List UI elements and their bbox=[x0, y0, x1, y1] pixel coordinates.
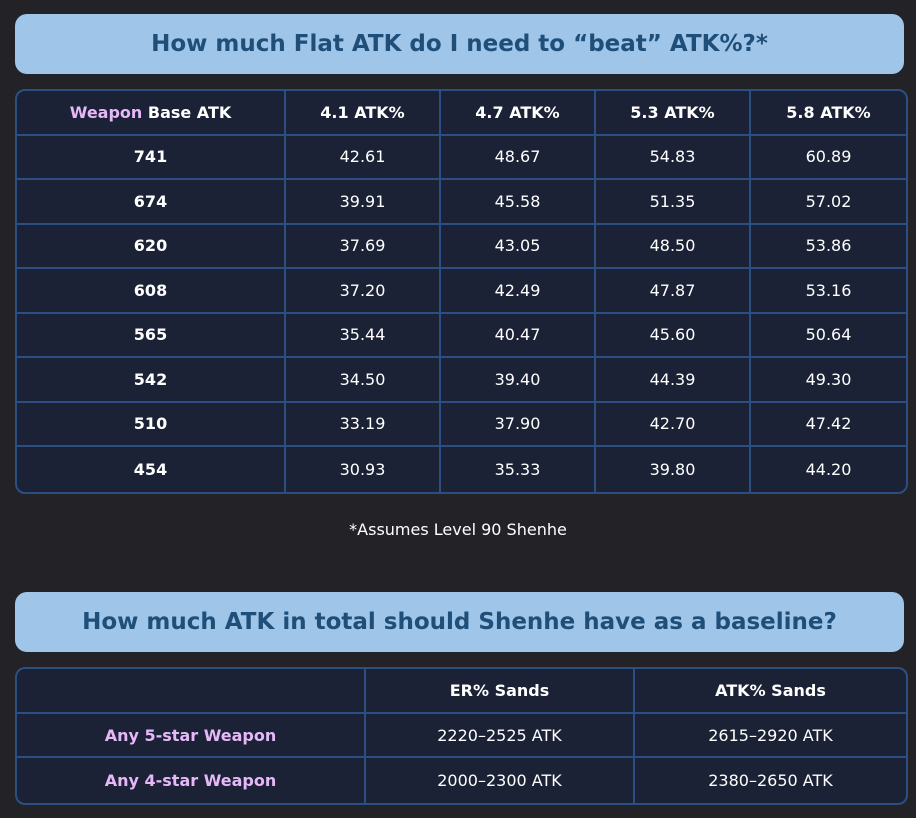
value-cell: 53.86 bbox=[751, 225, 906, 269]
table-row: Any 4-star Weapon 2000–2300 ATK 2380–265… bbox=[17, 758, 906, 804]
value-cell: 2380–2650 ATK bbox=[708, 771, 833, 791]
value-cell: 51.35 bbox=[596, 180, 751, 225]
table-row: 741 42.61 48.67 54.83 60.89 bbox=[17, 135, 906, 180]
value-cell: 42.49 bbox=[441, 269, 596, 314]
value-cell: 39.40 bbox=[441, 358, 596, 403]
value-cell: 50.64 bbox=[751, 314, 906, 358]
value-cell: 34.50 bbox=[286, 358, 441, 403]
weapon-type-cell: Any 5-star Weapon bbox=[17, 713, 366, 759]
value-cell: 37.90 bbox=[441, 402, 596, 447]
header-col: 5.8 ATK% bbox=[751, 91, 906, 136]
table-row: Any 5-star Weapon 2220–2525 ATK 2615–292… bbox=[17, 713, 906, 759]
value-cell: 45.60 bbox=[596, 313, 751, 358]
value-cell: 35.44 bbox=[286, 313, 441, 358]
base-atk-cell: 565 bbox=[17, 313, 286, 358]
value-cell: 30.93 bbox=[286, 447, 441, 492]
value-cell: 42.61 bbox=[286, 135, 441, 180]
table-row: 454 30.93 35.33 39.80 44.20 bbox=[17, 447, 906, 492]
value-cell: 49.30 bbox=[751, 358, 906, 403]
header-col: ATK% Sands bbox=[635, 669, 906, 714]
weapon-type-cell: Any 4-star Weapon bbox=[17, 758, 366, 804]
base-atk-cell: 510 bbox=[17, 402, 286, 447]
base-atk-cell: 674 bbox=[17, 180, 286, 225]
value-cell: 2000–2300 ATK bbox=[366, 758, 635, 804]
value-cell: 2615–2920 ATK bbox=[635, 714, 906, 759]
flat-atk-title: How much Flat ATK do I need to “beat” AT… bbox=[151, 31, 768, 57]
table-row: 674 39.91 45.58 51.35 57.02 bbox=[17, 180, 906, 225]
header-col: ER% Sands bbox=[366, 669, 635, 714]
value-cell: 44.39 bbox=[596, 358, 751, 403]
table-header-row: ER% Sands ATK% Sands bbox=[17, 669, 906, 714]
value-cell: 53.16 bbox=[751, 269, 906, 314]
value-cell: 47.87 bbox=[596, 269, 751, 314]
value-cell: 48.50 bbox=[596, 224, 751, 269]
value-cell: 48.67 bbox=[441, 135, 596, 180]
baseline-atk-title: How much ATK in total should Shenhe have… bbox=[82, 609, 837, 635]
value-cell: 2220–2525 ATK bbox=[366, 713, 635, 759]
footnote: *Assumes Level 90 Shenhe bbox=[349, 520, 567, 539]
value-cell: 54.83 bbox=[596, 135, 751, 180]
table-row: 608 37.20 42.49 47.87 53.16 bbox=[17, 269, 906, 314]
value-cell: 43.05 bbox=[441, 224, 596, 269]
header-col: 4.7 ATK% bbox=[441, 91, 596, 136]
header-empty-cell bbox=[17, 669, 366, 714]
base-atk-cell: 608 bbox=[17, 269, 286, 314]
base-atk-cell: 542 bbox=[17, 358, 286, 403]
value-cell: 57.02 bbox=[751, 180, 906, 225]
table-header-row: Weapon Base ATK 4.1 ATK% 4.7 ATK% 5.3 AT… bbox=[17, 91, 906, 136]
value-cell: 37.69 bbox=[286, 224, 441, 269]
value-cell: 37.20 bbox=[286, 269, 441, 314]
header-col: 4.1 ATK% bbox=[286, 91, 441, 136]
value-cell: 39.80 bbox=[596, 447, 751, 492]
value-cell: 42.70 bbox=[596, 402, 751, 447]
value-cell: 44.20 bbox=[805, 459, 852, 479]
table-row: 542 34.50 39.40 44.39 49.30 bbox=[17, 358, 906, 403]
table-row: 620 37.69 43.05 48.50 53.86 bbox=[17, 224, 906, 269]
value-cell: 47.42 bbox=[751, 403, 906, 447]
flat-atk-title-banner: How much Flat ATK do I need to “beat” AT… bbox=[15, 14, 904, 74]
value-cell: 33.19 bbox=[286, 402, 441, 447]
flat-atk-table: Weapon Base ATK 4.1 ATK% 4.7 ATK% 5.3 AT… bbox=[15, 89, 908, 494]
base-atk-cell: 454 bbox=[17, 447, 286, 492]
value-cell: 39.91 bbox=[286, 180, 441, 225]
baseline-atk-title-banner: How much ATK in total should Shenhe have… bbox=[15, 592, 904, 652]
baseline-atk-table: ER% Sands ATK% Sands Any 5-star Weapon 2… bbox=[15, 667, 908, 806]
base-atk-cell: 741 bbox=[17, 135, 286, 180]
value-cell: 35.33 bbox=[441, 447, 596, 492]
table-row: 510 33.19 37.90 42.70 47.42 bbox=[17, 402, 906, 447]
value-cell: 40.47 bbox=[441, 313, 596, 358]
header-col: 5.3 ATK% bbox=[596, 91, 751, 136]
value-cell: 60.89 bbox=[751, 136, 906, 180]
header-weapon-word: Weapon bbox=[69, 102, 143, 122]
base-atk-cell: 620 bbox=[17, 224, 286, 269]
value-cell: 45.58 bbox=[441, 180, 596, 225]
header-weapon-base-atk: Weapon Base ATK bbox=[17, 91, 286, 136]
table-row: 565 35.44 40.47 45.60 50.64 bbox=[17, 313, 906, 358]
header-base-atk-word: Base ATK bbox=[142, 102, 232, 122]
